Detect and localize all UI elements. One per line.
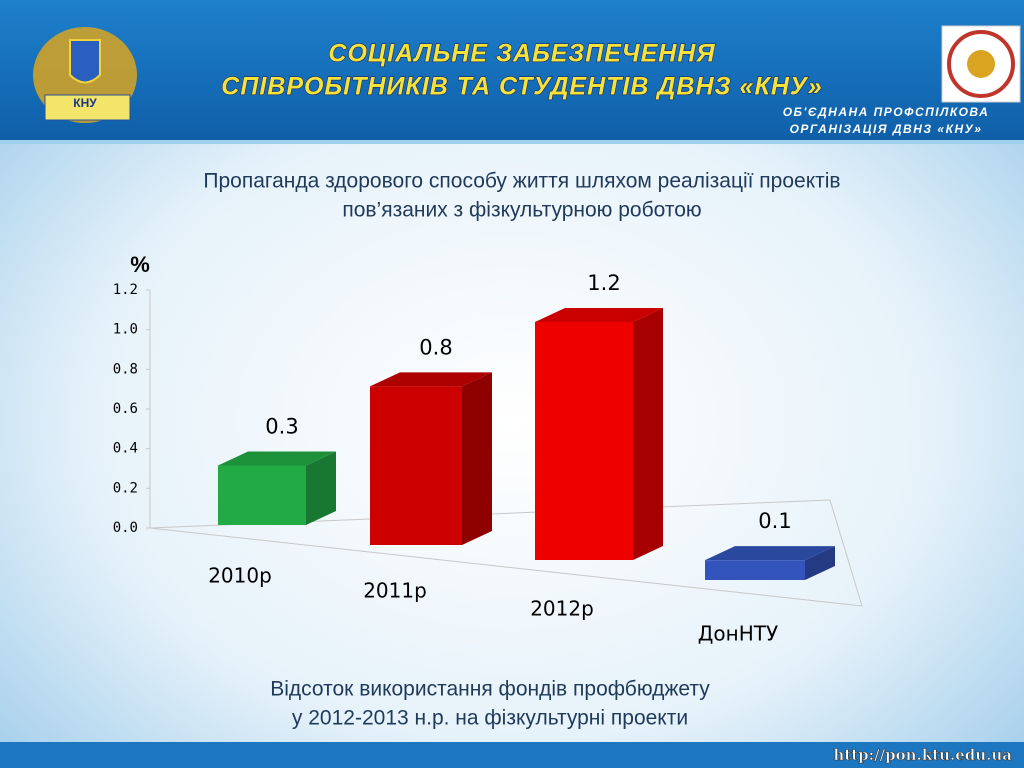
bar-top — [218, 451, 336, 466]
y-tick-label: 1.0 — [113, 322, 138, 338]
footer-band — [0, 742, 1024, 768]
bar-side — [462, 372, 492, 545]
logo-right — [941, 25, 1021, 103]
bar-side — [805, 546, 835, 580]
x-tick-label: ДонНТУ — [698, 622, 778, 646]
value-label: 0.8 — [419, 335, 452, 359]
value-label: 1.2 — [587, 271, 620, 295]
y-tick-label: 0.8 — [113, 361, 138, 377]
y-tick-label: 0.2 — [113, 480, 138, 496]
y-tick-label: 0.0 — [113, 520, 138, 536]
bar — [370, 386, 462, 545]
subtitle: пов’язаних з фізкультурною роботою — [342, 199, 701, 222]
value-label: 0.1 — [758, 509, 791, 533]
x-tick-label: 2012р — [530, 597, 594, 621]
logo-text: КНУ — [73, 96, 97, 110]
subtitle: Пропаганда здорового способу життя шляхо… — [203, 170, 840, 193]
caption: у 2012-2013 н.р. на фізкультурні проекти — [292, 707, 688, 730]
y-tick-label: 0.6 — [113, 401, 138, 417]
header-line — [0, 140, 1024, 144]
x-tick-label: 2010р — [208, 564, 272, 588]
logo-left: КНУ — [33, 27, 137, 123]
y-tick-label: 0.4 — [113, 441, 138, 457]
y-tick-label: 1.2 — [113, 282, 138, 298]
bar-top — [705, 546, 835, 561]
header-band — [0, 0, 1024, 140]
bar — [218, 465, 306, 525]
bar-side — [633, 308, 663, 560]
bar — [535, 322, 633, 560]
bar-top — [370, 372, 492, 387]
y-axis-label: % — [130, 252, 150, 277]
x-tick-label: 2011р — [363, 579, 427, 603]
footer-url: http://pon.ktu.edu.ua — [833, 746, 1012, 764]
bar-top — [535, 308, 663, 322]
value-label: 0.3 — [265, 415, 298, 439]
caption: Відсоток використання фондів профбюджету — [270, 678, 710, 701]
title-line: СОЦІАЛЬНЕ ЗАБЕЗПЕЧЕННЯ — [328, 40, 715, 68]
bar — [705, 560, 805, 580]
bar-side — [306, 451, 336, 525]
org-line: ОРГАНІЗАЦІЯ ДВНЗ «КНУ» — [790, 122, 983, 136]
title-line: СПІВРОБІТНИКІВ ТА СТУДЕНТІВ ДВНЗ «КНУ» — [221, 73, 822, 101]
org-line: ОБ'ЄДНАНА ПРОФСПІЛКОВА — [783, 105, 990, 119]
